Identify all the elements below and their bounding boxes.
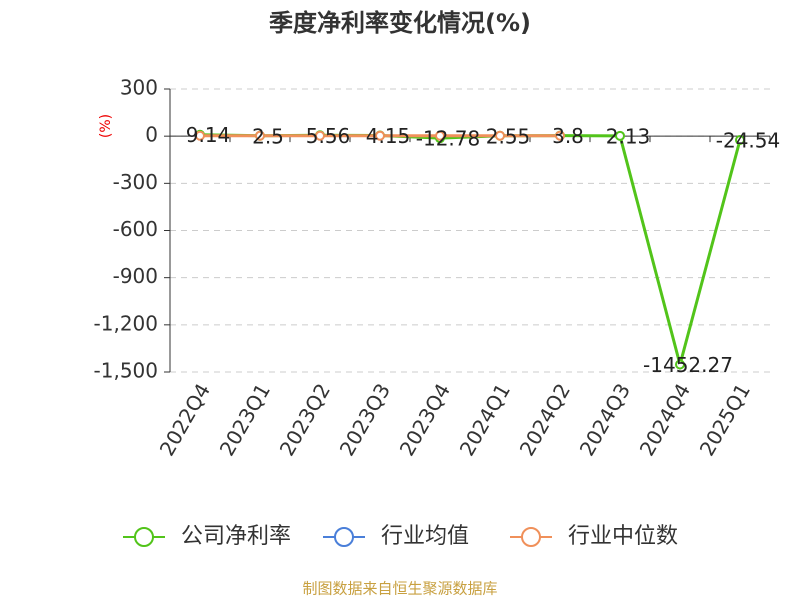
legend-marker (521, 527, 541, 547)
data-label: 4.15 (366, 124, 411, 148)
point (195, 130, 205, 141)
point (615, 130, 625, 141)
legend-label: 行业中位数 (568, 524, 678, 549)
x-tick-label: 2025Q1 (695, 379, 755, 460)
x-tick-label: 2024Q3 (575, 379, 635, 460)
legend-marker (134, 527, 154, 547)
data-label: 9.14 (186, 123, 231, 147)
x-tick-label: 2023Q3 (335, 379, 395, 460)
y-tick-label: -300 (113, 170, 158, 194)
data-label: 3.8 (552, 124, 584, 148)
x-tick-label: 2024Q2 (515, 379, 575, 460)
y-tick-label: -600 (113, 217, 158, 241)
point (495, 130, 505, 141)
legend-label: 行业均值 (381, 524, 469, 549)
data-label: -12.78 (416, 127, 480, 151)
data-label: 2.13 (606, 124, 651, 148)
x-tick-label: 2024Q4 (635, 379, 695, 460)
x-tick-label: 2023Q4 (395, 379, 455, 460)
y-axis-label: (%) (98, 114, 114, 138)
data-label: -24.54 (716, 129, 780, 153)
y-tick-label: -1,500 (94, 359, 158, 383)
y-tick-label: 300 (120, 76, 158, 100)
x-tick-label: 2023Q2 (275, 379, 335, 460)
data-label: 2.55 (486, 124, 531, 148)
point (675, 359, 685, 370)
chart-title: 季度净利率变化情况(%) (269, 9, 531, 37)
legend-marker (334, 527, 354, 547)
series-line (199, 133, 742, 371)
data-label: 5.56 (306, 124, 351, 148)
point (435, 130, 445, 141)
data-label: 2.5 (252, 124, 284, 148)
point (735, 135, 745, 146)
footer: 制图数据来自恒生聚源数据库 (302, 580, 497, 598)
data-label: -1452.27 (643, 353, 733, 377)
y-tick-label: -900 (113, 264, 158, 288)
point (315, 130, 325, 141)
x-tick-label: 2023Q1 (215, 379, 275, 460)
legend-label: 公司净利率 (181, 524, 291, 549)
point (255, 130, 265, 141)
y-tick-label: -1,200 (94, 311, 158, 335)
point (375, 130, 385, 141)
point (555, 130, 565, 141)
x-tick-label: 2024Q1 (455, 379, 515, 460)
y-tick-label: 0 (145, 123, 158, 147)
x-tick-label: 2022Q4 (155, 379, 215, 460)
